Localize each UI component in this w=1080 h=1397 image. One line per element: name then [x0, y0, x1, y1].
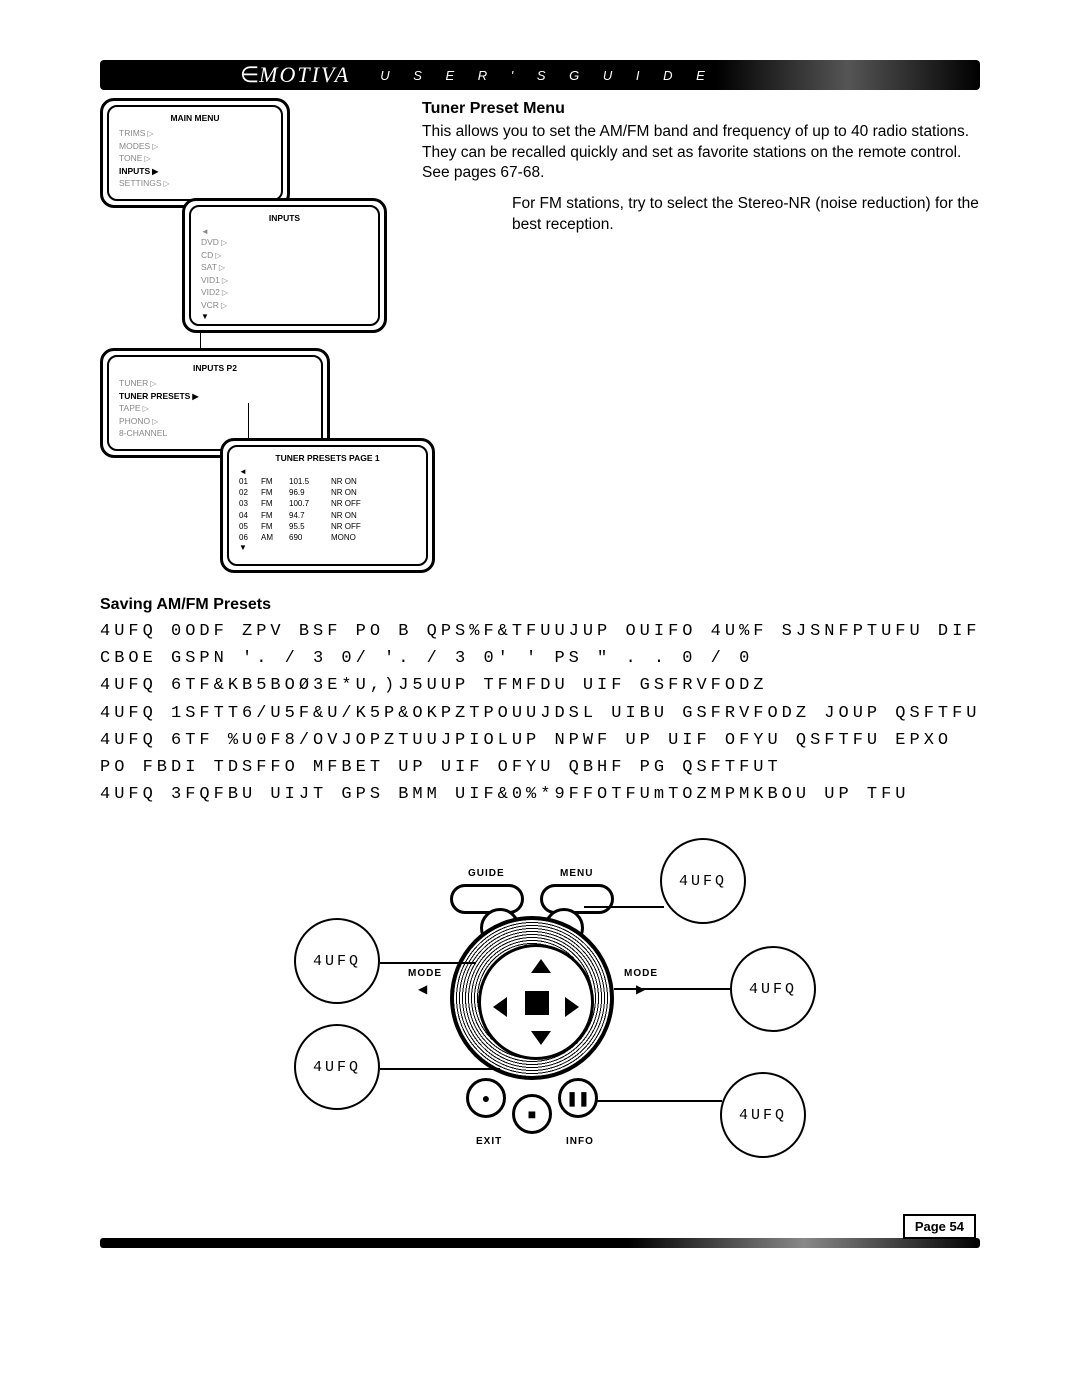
exit-label: EXIT: [476, 1136, 502, 1147]
mode-left-arrow: ◀: [418, 982, 427, 996]
leader-line: [614, 988, 732, 990]
menu-button: [540, 884, 614, 914]
callout-step: 4UFQ: [660, 838, 746, 924]
leader-line: [596, 1100, 722, 1102]
screen-title: MAIN MENU: [119, 113, 271, 123]
footer-rule: [100, 1238, 980, 1248]
leader-line: [380, 1068, 500, 1070]
menu-item: SETTINGS▷: [119, 177, 271, 190]
menu-item: MODES▷: [119, 140, 271, 153]
page-number: Page 54: [903, 1214, 976, 1239]
callout-step: 4UFQ: [294, 918, 380, 1004]
dpad-down-icon: [531, 1031, 551, 1045]
menu-item: TONE▷: [119, 152, 271, 165]
menu-item: DVD▷: [201, 236, 368, 249]
section-p1: This allows you to set the AM/FM band an…: [422, 122, 980, 185]
dpad-up-icon: [531, 959, 551, 973]
pause-button: ❚❚: [558, 1078, 598, 1118]
stop-button: ■: [512, 1094, 552, 1134]
callout-step: 4UFQ: [294, 1024, 380, 1110]
header-title: U S E R ' S G U I D E: [380, 68, 715, 83]
menu-item-active: TUNER PRESETS▶: [119, 390, 311, 403]
screen-main-menu: MAIN MENU TRIMS▷ MODES▷ TONE▷ INPUTS▶ SE…: [100, 98, 290, 208]
step-line: CBOE GSPN '. / 3 0/ '. / 3 0' ' PS " . .…: [100, 645, 980, 672]
preset-row: 05FM95.5NR OFF: [239, 521, 416, 532]
preset-row: 03FM100.7NR OFF: [239, 498, 416, 509]
preset-row: 04FM94.7NR ON: [239, 510, 416, 521]
leader-line: [380, 962, 476, 964]
info-label: INFO: [566, 1136, 594, 1147]
guide-label: GUIDE: [468, 868, 505, 879]
dpad-right-icon: [565, 997, 579, 1017]
screen-tuner-presets: TUNER PRESETS PAGE 1 ◄ 01FM101.5NR ON02F…: [220, 438, 435, 573]
menu-item: VCR▷: [201, 299, 368, 312]
menu-item: TRIMS▷: [119, 127, 271, 140]
step-line: 4UFQ 1SFTT6/U5F&U/K5P&OKPZTPOUUJDSL UIBU…: [100, 700, 980, 727]
top-area: MAIN MENU TRIMS▷ MODES▷ TONE▷ INPUTS▶ SE…: [100, 98, 980, 578]
preset-row: 06AM690MONO: [239, 532, 416, 543]
saving-heading: Saving AM/FM Presets: [100, 596, 980, 614]
dpad-inner: [478, 944, 594, 1060]
remote-diagram: GUIDE MENU ⏮ ⏭ MODE ◀ MODE ▶ ● ■ ❚❚ EXIT…: [190, 828, 890, 1208]
menu-item: TAPE▷: [119, 402, 311, 415]
record-button: ●: [466, 1078, 506, 1118]
screen-inputs: INPUTS ◄ DVD▷ CD▷ SAT▷ VID1▷ VID2▷ VCR▷ …: [182, 198, 387, 333]
menu-item: VID2▷: [201, 286, 368, 299]
menu-label: MENU: [560, 868, 593, 879]
step-line: PO FBDI TDSFFO MFBET UP UIF OFYU QBHF PG…: [100, 754, 980, 781]
screen-title: TUNER PRESETS PAGE 1: [239, 453, 416, 463]
callout-step: 4UFQ: [730, 946, 816, 1032]
section-heading: Tuner Preset Menu: [422, 98, 980, 120]
guide-button: [450, 884, 524, 914]
intro-text: Tuner Preset Menu This allows you to set…: [422, 98, 980, 236]
menu-item: SAT▷: [201, 261, 368, 274]
footer: Page 54: [100, 1238, 980, 1248]
menu-item: CD▷: [201, 249, 368, 262]
dpad-left-icon: [493, 997, 507, 1017]
dpad-outer: [450, 916, 614, 1080]
step-line: 4UFQ 3FQFBU UIJT GPS BMM UIF&0%*9FFOTFUm…: [100, 781, 980, 808]
callout-step: 4UFQ: [720, 1072, 806, 1158]
preset-row: 01FM101.5NR ON: [239, 476, 416, 487]
mode-right-label: MODE: [624, 968, 658, 979]
menu-item: PHONO▷: [119, 415, 311, 428]
preset-row: 02FM96.9NR ON: [239, 487, 416, 498]
menu-item-active: INPUTS▶: [119, 165, 271, 178]
leader-line: [584, 906, 664, 908]
section-p2: For FM stations, try to select the Stere…: [422, 194, 980, 236]
step-line: 4UFQ 6TF %U0F8/OVJOPZTUUJPIOLUP NPWF UP …: [100, 727, 980, 754]
header-bar: MOTIVA U S E R ' S G U I D E: [100, 60, 980, 90]
menu-stack: MAIN MENU TRIMS▷ MODES▷ TONE▷ INPUTS▶ SE…: [100, 98, 410, 578]
screen-title: INPUTS P2: [119, 363, 311, 373]
mode-left-label: MODE: [408, 968, 442, 979]
menu-item: TUNER▷: [119, 377, 311, 390]
screen-title: INPUTS: [201, 213, 368, 223]
logo: MOTIVA: [240, 62, 350, 88]
step-line: 4UFQ 6TF&KB5BOØ3E*U,)J5UUP TFMFDU UIF GS…: [100, 672, 980, 699]
menu-item: VID1▷: [201, 274, 368, 287]
step-line: 4UFQ 0ODF ZPV BSF PO B QPS%F&TFUUJUP OUI…: [100, 618, 980, 645]
saving-presets: Saving AM/FM Presets 4UFQ 0ODF ZPV BSF P…: [100, 596, 980, 808]
